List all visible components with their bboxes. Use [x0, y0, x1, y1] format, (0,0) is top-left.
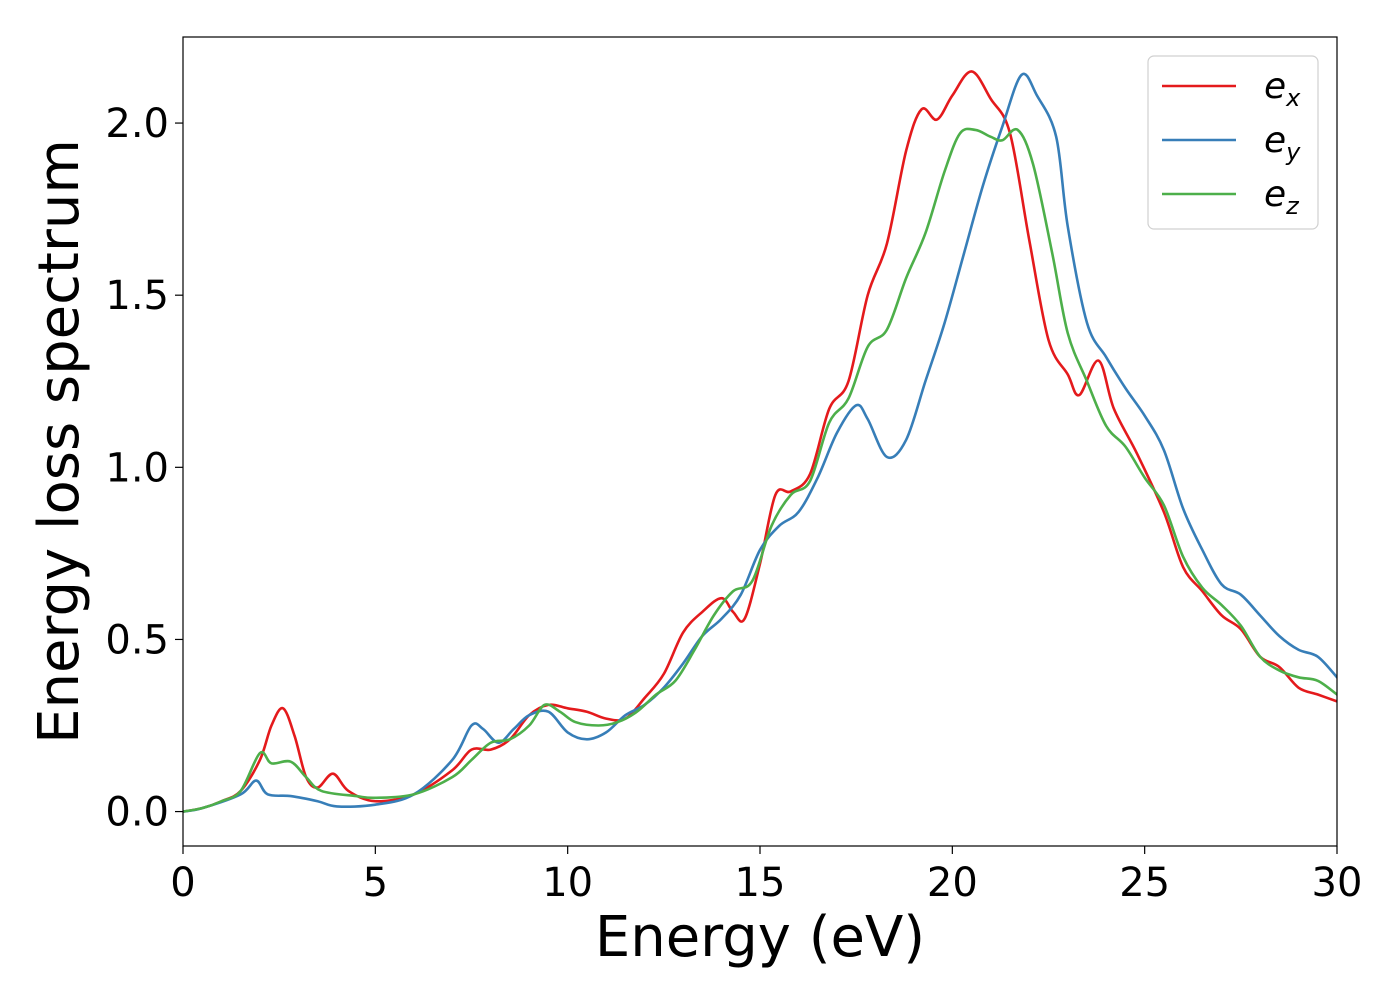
y-tick-label: 1.0: [105, 445, 169, 491]
x-tick-label: 10: [542, 860, 593, 906]
legend-label-z: ez: [1264, 174, 1300, 220]
x-tick-label: 0: [170, 860, 195, 906]
x-tick-label: 30: [1312, 860, 1363, 906]
x-tick-label: 15: [735, 860, 786, 906]
x-tick-label: 5: [363, 860, 388, 906]
y-tick-label: 0.5: [105, 617, 169, 663]
series-line-e-x: [183, 70, 1337, 813]
y-axis-ticks: 0.0 0.5 1.0 1.5 2.0: [105, 101, 183, 836]
legend: ex ey ez: [1147, 55, 1319, 230]
x-axis-label: Energy (eV): [595, 905, 925, 970]
y-axis-label: Energy loss spectrum: [27, 139, 92, 744]
x-tick-label: 20: [927, 860, 978, 906]
legend-label-y: ey: [1264, 120, 1301, 166]
x-axis-ticks: 0 5 10 15 20 25 30: [170, 846, 1362, 906]
legend-label-x: ex: [1264, 66, 1301, 112]
legend-box: [1147, 55, 1319, 230]
y-tick-label: 1.5: [105, 273, 169, 319]
series-line-e-y: [183, 72, 1337, 813]
x-tick-label: 25: [1119, 860, 1170, 906]
y-tick-label: 0.0: [105, 790, 169, 836]
series-line-e-z: [183, 127, 1337, 813]
plot-series-group: [183, 70, 1337, 813]
y-tick-label: 2.0: [105, 101, 169, 147]
